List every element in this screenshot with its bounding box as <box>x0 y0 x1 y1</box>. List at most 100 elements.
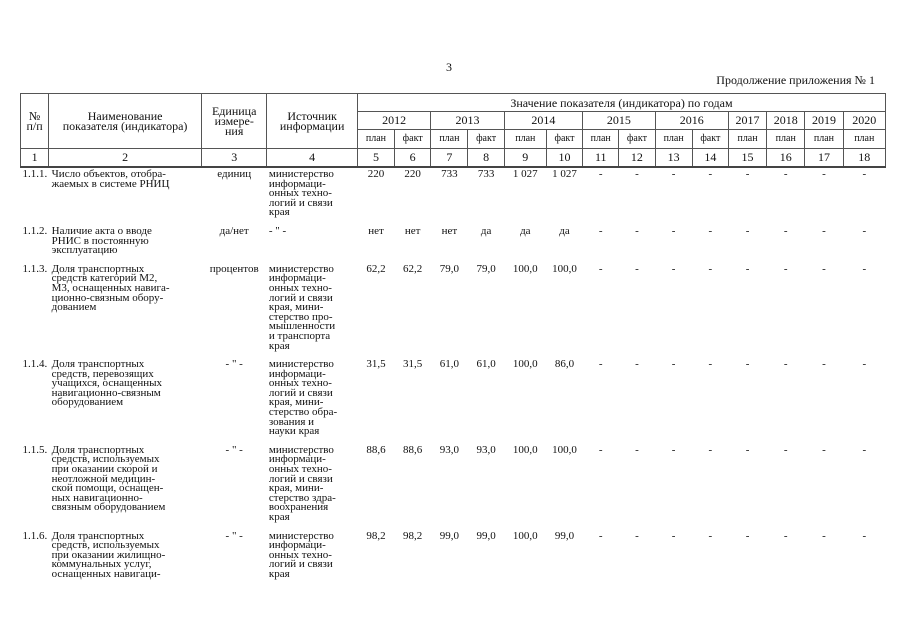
row-number: 1.1.6. <box>22 529 48 542</box>
year-header: 2018 <box>766 111 806 130</box>
value-cell: - <box>635 443 639 456</box>
value-cell: - <box>783 168 788 180</box>
value-cell: да <box>480 224 492 237</box>
table-row: 1.1.3. Доля транспортных средств категори… <box>21 263 886 358</box>
value-cell: - <box>745 224 750 237</box>
column-number: 13 <box>654 148 693 168</box>
plan-header: план <box>766 129 806 149</box>
value-cell: - <box>708 224 713 237</box>
value-cell: - <box>598 262 603 275</box>
value-cell: - <box>598 529 603 542</box>
column-number: 11 <box>582 148 620 168</box>
value-cell: 62,2 <box>366 262 386 275</box>
year-header: 2012 <box>356 111 432 130</box>
column-number: 7 <box>430 148 469 168</box>
column-number: 2 <box>48 148 203 168</box>
info-source: министерство информаци- онных техно- лог… <box>268 262 336 352</box>
value-cell: - <box>745 443 750 456</box>
value-cell: 88,6 <box>403 443 423 456</box>
row-number: 1.1.2. <box>22 224 48 237</box>
value-cell: 99,0 <box>476 529 496 542</box>
unit: единиц <box>217 168 252 180</box>
value-cell: 79,0 <box>476 262 496 275</box>
value-cell: - <box>783 529 788 542</box>
plan-header: план <box>804 129 844 149</box>
fact-header: факт <box>691 129 729 149</box>
value-cell: - <box>745 529 750 542</box>
header-source: Источник информации <box>266 93 358 149</box>
value-cell: нет <box>441 224 458 237</box>
plan-header: план <box>356 129 396 149</box>
value-cell: 1 027 <box>512 168 538 180</box>
value-cell: - <box>598 168 603 180</box>
info-source: министерство информаци- онных техно- лог… <box>268 358 338 438</box>
value-cell: 61,0 <box>476 358 496 371</box>
value-cell: 31,5 <box>366 358 386 371</box>
column-number: 5 <box>356 148 396 168</box>
unit: да/нет <box>219 224 249 237</box>
value-cell: - <box>635 224 639 237</box>
value-cell: - <box>822 529 826 542</box>
value-cell: - <box>822 358 826 371</box>
value-cell: нет <box>404 224 421 237</box>
value-cell: - <box>708 168 713 180</box>
value-cell: 86,0 <box>554 358 575 371</box>
column-number: 12 <box>618 148 656 168</box>
indicators-table: № п/п Наименование показателя (индикатор… <box>19 93 887 587</box>
value-cell: нет <box>368 224 384 237</box>
unit: - " - <box>225 529 243 542</box>
value-cell: - <box>862 358 867 371</box>
plan-header: план <box>582 129 620 149</box>
value-cell: - <box>598 224 603 237</box>
value-cell: - <box>862 443 867 456</box>
indicator-name: Доля транспортных средств, используемых … <box>51 443 166 514</box>
value-cell: 100,0 <box>512 529 538 542</box>
value-cell: 93,0 <box>439 443 459 456</box>
value-cell: - <box>822 262 826 275</box>
year-header: 2015 <box>582 111 656 130</box>
column-number: 8 <box>467 148 505 168</box>
value-cell: 100,0 <box>512 443 538 456</box>
column-number: 9 <box>503 148 547 168</box>
indicator-name: Доля транспортных средств, перевозящих у… <box>51 358 162 409</box>
plan-header: план <box>503 129 547 149</box>
plan-header: план <box>430 129 469 149</box>
indicator-name: Доля транспортных средств категорий М2, … <box>51 262 170 314</box>
value-cell: - <box>671 224 676 237</box>
value-cell: 100,0 <box>552 262 577 275</box>
row-number: 1.1.3. <box>22 262 48 275</box>
table-row: 1.1.6. Доля транспортных средств, использ… <box>21 530 886 587</box>
value-cell: - <box>822 443 826 456</box>
page-number: 3 <box>446 60 452 74</box>
year-header: 2020 <box>842 111 887 130</box>
value-cell: 100,0 <box>552 443 577 456</box>
unit: - " - <box>225 443 243 456</box>
column-number: 16 <box>766 148 806 168</box>
value-cell: 733 <box>477 168 495 180</box>
value-cell: 1 027 <box>552 168 577 180</box>
value-cell: - <box>598 443 603 456</box>
year-header: 2013 <box>430 111 505 130</box>
table-row: 1.1.4. Доля транспортных средств, перевоз… <box>21 358 886 444</box>
row-number: 1.1.4. <box>22 358 48 371</box>
value-cell: - <box>671 443 676 456</box>
value-cell: 79,0 <box>439 262 459 275</box>
value-cell: - <box>783 224 788 237</box>
value-cell: 733 <box>441 168 458 180</box>
info-source: министерство информаци- онных техно- лог… <box>268 168 334 219</box>
info-source: министерство информаци- онных техно- лог… <box>268 529 334 580</box>
info-source: министерство информаци- онных техно- лог… <box>268 443 336 523</box>
header-no: № п/п <box>19 93 50 149</box>
value-cell: - <box>783 262 788 275</box>
value-cell: - <box>783 443 788 456</box>
year-header: 2014 <box>503 111 584 130</box>
year-header: 2016 <box>654 111 729 130</box>
unit: процентов <box>209 262 259 275</box>
value-cell: - <box>671 529 676 542</box>
value-cell: 31,5 <box>403 358 423 371</box>
plan-header: план <box>654 129 693 149</box>
value-cell: - <box>671 262 676 275</box>
column-number: 18 <box>842 148 887 168</box>
info-source: - " - <box>268 224 287 237</box>
header-values-title: Значение показателя (индикатора) по года… <box>356 93 887 112</box>
